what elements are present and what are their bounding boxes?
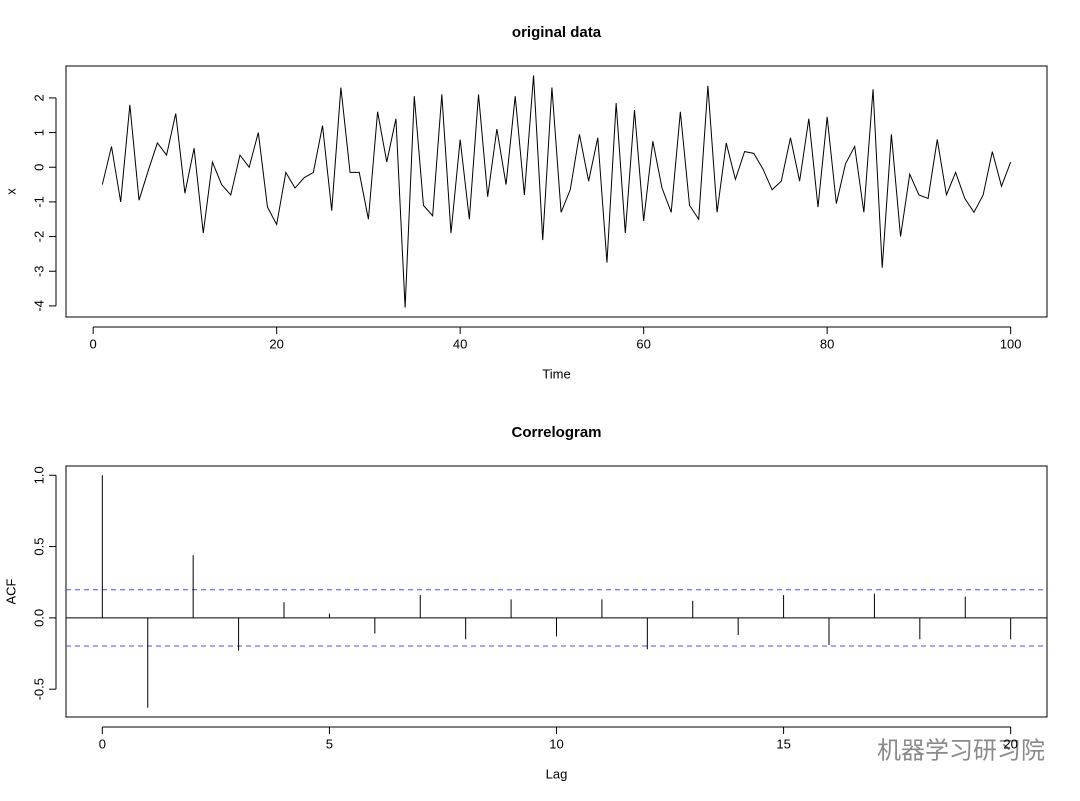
y-tick-label: 0.0 — [31, 609, 46, 627]
x-tick-label: 15 — [776, 736, 790, 751]
y-tick-label: 1.0 — [31, 466, 46, 484]
y-tick-label: 2 — [31, 94, 46, 101]
y-tick-label: -1 — [31, 196, 46, 208]
x-tick-label: 80 — [820, 336, 834, 351]
chart-title: Correlogram — [511, 424, 601, 441]
x-tick-label: 10 — [549, 736, 563, 751]
y-tick-label: -3 — [31, 265, 46, 277]
x-axis-label: Lag — [546, 766, 568, 781]
data-line — [101, 75, 1012, 308]
y-tick-label: -0.5 — [31, 678, 46, 700]
chart-title: original data — [512, 24, 602, 41]
watermark: 机器学习研习院 — [877, 737, 1045, 764]
x-tick-label: 0 — [99, 736, 106, 751]
y-tick-label: -2 — [31, 231, 46, 243]
y-tick-label: 0 — [31, 164, 46, 171]
x-axis-label: Time — [542, 366, 570, 381]
x-tick-label: 5 — [326, 736, 333, 751]
x-tick-label: 100 — [1000, 336, 1022, 351]
plot-frame — [65, 65, 1048, 318]
y-tick-label: 0.5 — [31, 538, 46, 556]
x-tick-label: 20 — [1003, 736, 1017, 751]
y-tick-label: 1 — [31, 129, 46, 136]
y-axis-label: x — [3, 188, 18, 195]
plot-frame — [65, 465, 1048, 718]
x-tick-label: 60 — [636, 336, 650, 351]
x-tick-label: 0 — [90, 336, 97, 351]
y-tick-label: -4 — [31, 300, 46, 312]
y-axis-label: ACF — [3, 578, 18, 604]
x-tick-label: 20 — [269, 336, 283, 351]
x-tick-label: 40 — [453, 336, 467, 351]
